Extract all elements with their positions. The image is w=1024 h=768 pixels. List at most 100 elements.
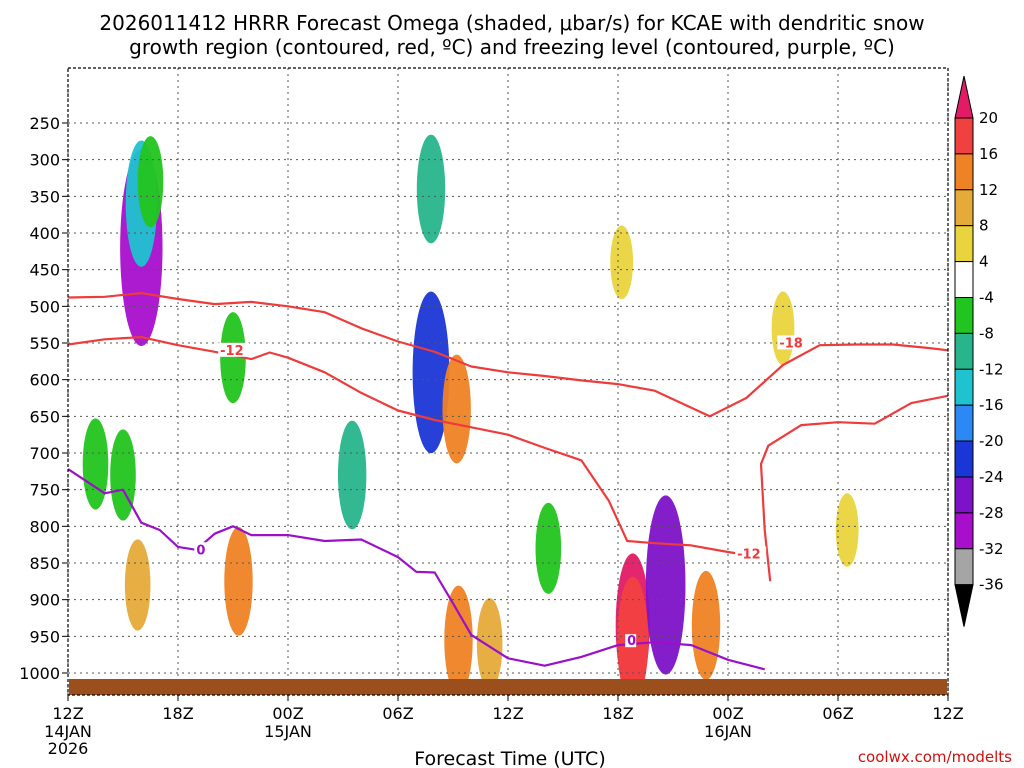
- colorbar-swatch--12: [954, 332, 974, 370]
- colorbar-swatch-4: [954, 225, 974, 263]
- time-axis: 12Z 18Z 00Z 06Z 12Z 18Z 00Z 06Z 12Z14JAN202615JA…: [44, 695, 964, 758]
- contour-label-dgz-lower-2: -12: [737, 548, 761, 563]
- omega-cell-5: [220, 312, 246, 404]
- y-tick-label-350: 350: [29, 187, 60, 206]
- x-date-label-0-1: 2026: [48, 739, 89, 758]
- colorbar-swatch-16: [954, 117, 974, 155]
- colorbar-swatch-8: [954, 189, 974, 227]
- contour-label-dgz-lower: -12: [220, 344, 244, 359]
- contour-label-bg-freezing-level: [194, 542, 208, 557]
- colorbar-bottom-arrow: [954, 584, 974, 627]
- omega-cell-6: [124, 539, 151, 631]
- x-tick-label-48: 12Z: [932, 704, 963, 723]
- omega-cell-17: [645, 495, 686, 675]
- contour-label-bg-dgz-lower: [218, 342, 250, 357]
- colorbar-label--4: -4: [979, 289, 994, 307]
- omega-cell-11: [442, 354, 471, 464]
- omega-shading: [82, 134, 859, 695]
- colorbar-label--36: -36: [979, 576, 1004, 594]
- colorbar-label--28: -28: [979, 504, 1004, 522]
- omega-cell-7: [224, 526, 253, 636]
- omega-cell-10: [412, 291, 450, 454]
- contour-label-bg-dgz-lower-2: [735, 546, 767, 561]
- colorbar-label-8: 8: [979, 217, 989, 235]
- omega-cell-9: [416, 134, 446, 244]
- colorbar-label-12: 12: [979, 181, 998, 199]
- omega-cell-4: [137, 136, 164, 228]
- colorbar-label-16: 16: [979, 145, 998, 163]
- colorbar-swatch-12: [954, 153, 974, 191]
- x-tick-label-24: 12Z: [492, 704, 523, 723]
- x-tick-label-6: 18Z: [162, 704, 193, 723]
- colorbar-swatch--32: [954, 512, 974, 550]
- y-tick-label-800: 800: [29, 517, 60, 536]
- y-tick-label-250: 250: [29, 114, 60, 133]
- colorbar-swatch--4: [954, 261, 974, 299]
- y-tick-label-300: 300: [29, 151, 60, 170]
- x-tick-label-30: 18Z: [602, 704, 633, 723]
- omega-cell-20: [771, 291, 795, 366]
- contour-label-bg-freezing-level-2: [625, 634, 637, 648]
- colorbar-label--8: -8: [979, 324, 994, 342]
- grid-lines: [67, 68, 949, 695]
- y-tick-label-500: 500: [29, 297, 60, 316]
- contour-label-bg-dgz-lower-right: [777, 335, 809, 350]
- y-tick-label-900: 900: [29, 591, 60, 610]
- credit-link[interactable]: coolwx.com/modelts: [858, 748, 1012, 766]
- colorbar-swatch--28: [954, 476, 974, 514]
- contour-dgz-lower-right: [759, 394, 948, 582]
- colorbar-label--32: -32: [979, 540, 1004, 558]
- contour-label-freezing-level-2: 0: [627, 634, 636, 649]
- omega-cell-0: [82, 418, 109, 510]
- colorbar-swatch--24: [954, 440, 974, 478]
- y-tick-label-450: 450: [29, 261, 60, 280]
- temperature-contours: -12 -18 0 0 -12: [68, 292, 948, 671]
- y-tick-label-850: 850: [29, 554, 60, 573]
- contour-dgz-lower: [68, 336, 765, 559]
- colorbar-label-4: 4: [979, 253, 989, 271]
- omega-cell-8: [337, 420, 367, 530]
- colorbar-label--24: -24: [979, 468, 1004, 486]
- x-tick-label-12: 00Z: [272, 704, 303, 723]
- x-axis-label: Forecast Time (UTC): [414, 748, 605, 768]
- pressure-axis: 250 300 350 400 450 500 550 600 650 700 750 800 850 9…: [19, 114, 68, 683]
- colorbar-swatch--36: [954, 548, 974, 586]
- omega-cell-18: [691, 570, 721, 680]
- y-tick-label-950: 950: [29, 627, 60, 646]
- chart-title-line1: 2026011412 HRRR Forecast Omega (shaded, …: [99, 11, 924, 35]
- x-tick-label-18: 06Z: [382, 704, 413, 723]
- ground-terrain: [69, 679, 947, 695]
- x-date-label-0-0: 14JAN: [44, 722, 92, 741]
- y-tick-label-1000: 1000: [19, 664, 60, 683]
- contour-dgz-upper: [68, 292, 948, 418]
- y-tick-label-550: 550: [29, 334, 60, 353]
- omega-cell-13: [476, 598, 503, 690]
- omega-cell-1: [110, 429, 136, 521]
- omega-colorbar: 20 16 12 8 4 -4 -8 -12 -16 -20 -24 -28 -32 -36: [954, 75, 1004, 627]
- y-tick-label-750: 750: [29, 481, 60, 500]
- colorbar-label--20: -20: [979, 432, 1004, 450]
- omega-cell-14: [535, 502, 562, 594]
- y-tick-label-650: 650: [29, 407, 60, 426]
- colorbar-swatch--8: [954, 297, 974, 334]
- omega-cell-19: [610, 225, 634, 300]
- colorbar-label--12: -12: [979, 360, 1004, 378]
- x-date-label-12-0: 15JAN: [264, 722, 312, 741]
- contour-freezing-level: [68, 468, 765, 671]
- x-tick-label-42: 06Z: [822, 704, 853, 723]
- x-tick-label-36: 00Z: [712, 704, 743, 723]
- x-date-label-36-0: 16JAN: [704, 722, 752, 741]
- omega-cell-12: [444, 585, 473, 695]
- y-tick-label-600: 600: [29, 371, 60, 390]
- contour-label-dgz-lower-right: -18: [779, 336, 803, 351]
- omega-cell-21: [835, 493, 859, 567]
- colorbar-label-20: 20: [979, 109, 998, 127]
- colorbar-label--16: -16: [979, 396, 1004, 414]
- y-tick-label-400: 400: [29, 224, 60, 243]
- y-tick-label-700: 700: [29, 444, 60, 463]
- colorbar-top-arrow: [954, 75, 974, 119]
- contour-label-freezing-level: 0: [196, 543, 205, 558]
- colorbar-swatch--16: [954, 368, 974, 406]
- chart-title-line2: growth region (contoured, red, ºC) and f…: [129, 35, 895, 59]
